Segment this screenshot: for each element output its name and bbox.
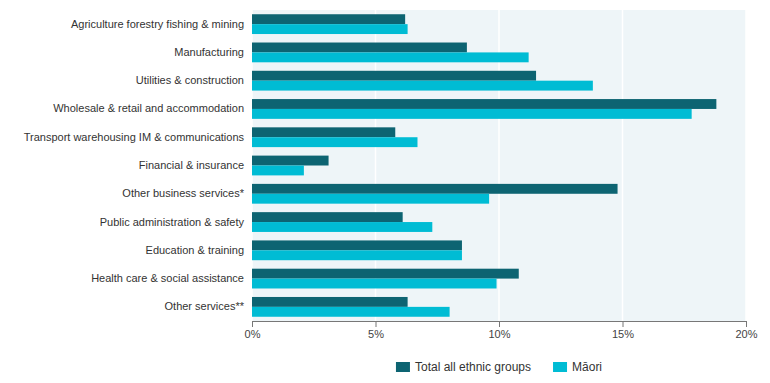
bar-series	[252, 14, 716, 307]
y-tick: Financial & insurance	[139, 159, 244, 171]
grid-line	[622, 10, 624, 321]
y-tick-label: Utilities & construction	[136, 74, 244, 86]
y-tick: Wholesale & retail and accommodation	[53, 102, 244, 114]
bar	[252, 14, 405, 24]
x-tick: 10%	[488, 321, 510, 340]
legend-item: Māori	[553, 360, 602, 374]
y-tick: Health care & social assistance	[91, 272, 244, 284]
bar	[252, 194, 489, 204]
bar	[252, 156, 329, 166]
chart: 0% 5% 10% 15% 20% Agriculture forestry fishin…	[0, 0, 770, 383]
y-tick-label: Transport warehousing IM & communication…	[24, 131, 245, 143]
legend-label: Māori	[572, 360, 602, 374]
bar	[252, 212, 403, 222]
y-tick: Manufacturing	[174, 46, 244, 58]
y-tick: Transport warehousing IM & communication…	[24, 131, 245, 143]
bar	[252, 127, 395, 137]
bar	[252, 99, 716, 109]
y-tick-label: Health care & social assistance	[91, 272, 244, 284]
y-tick: Education & training	[146, 244, 244, 256]
grid-line	[745, 10, 747, 321]
plot: 0% 5% 10% 15% 20% Agriculture forestry fishin…	[24, 10, 758, 340]
bar	[252, 279, 497, 289]
x-tick-label: 5%	[368, 328, 384, 340]
bar	[252, 222, 432, 232]
bars	[252, 14, 716, 317]
x-tick: 20%	[735, 321, 757, 340]
y-tick-label: Other business services*	[122, 187, 244, 199]
x-tick: 0%	[245, 321, 261, 340]
bar	[252, 52, 529, 62]
legend-label: Total all ethnic groups	[415, 360, 531, 374]
bar	[252, 109, 692, 119]
x-tick: 5%	[368, 321, 384, 340]
y-tick: Other business services*	[122, 187, 244, 199]
y-tick-label: Wholesale & retail and accommodation	[53, 102, 244, 114]
x-tick-mark	[746, 321, 747, 327]
bar-series	[252, 24, 692, 317]
bar	[252, 297, 408, 307]
x-tick-label: 0%	[245, 328, 261, 340]
y-tick: Other services**	[165, 300, 245, 312]
y-tick: Public administration & safety	[100, 216, 245, 228]
x-tick-mark	[623, 321, 624, 327]
y-tick: Utilities & construction	[136, 74, 244, 86]
y-tick-label: Financial & insurance	[139, 159, 244, 171]
legend-swatch	[553, 362, 567, 372]
y-tick-label: Manufacturing	[174, 46, 244, 58]
bar	[252, 137, 417, 147]
legend: Total all ethnic groups Māori	[396, 360, 602, 374]
y-tick: Agriculture forestry fishing & mining	[71, 18, 244, 30]
y-tick-label: Public administration & safety	[100, 216, 245, 228]
bar	[252, 184, 618, 194]
x-tick-label: 15%	[612, 328, 634, 340]
x-tick-label: 20%	[735, 328, 757, 340]
x-tick-mark	[252, 321, 253, 327]
y-axis: Agriculture forestry fishing & mining Man…	[24, 18, 245, 313]
bar	[252, 269, 519, 279]
bar	[252, 71, 536, 81]
x-tick: 15%	[612, 321, 634, 340]
x-tick-mark	[499, 321, 500, 327]
legend-swatch	[396, 362, 410, 372]
bar	[252, 307, 450, 317]
bar	[252, 43, 467, 53]
bar	[252, 81, 593, 91]
x-tick-mark	[376, 321, 377, 327]
x-axis: 0% 5% 10% 15% 20%	[245, 321, 758, 340]
grid	[252, 10, 746, 321]
legend-item: Total all ethnic groups	[396, 360, 531, 374]
bar	[252, 166, 304, 176]
bar	[252, 250, 462, 260]
bar	[252, 240, 462, 250]
y-tick-label: Other services**	[165, 300, 245, 312]
plot-background	[252, 10, 746, 321]
y-tick-label: Education & training	[146, 244, 244, 256]
x-tick-label: 10%	[488, 328, 510, 340]
bar	[252, 24, 408, 34]
y-tick-label: Agriculture forestry fishing & mining	[71, 18, 244, 30]
